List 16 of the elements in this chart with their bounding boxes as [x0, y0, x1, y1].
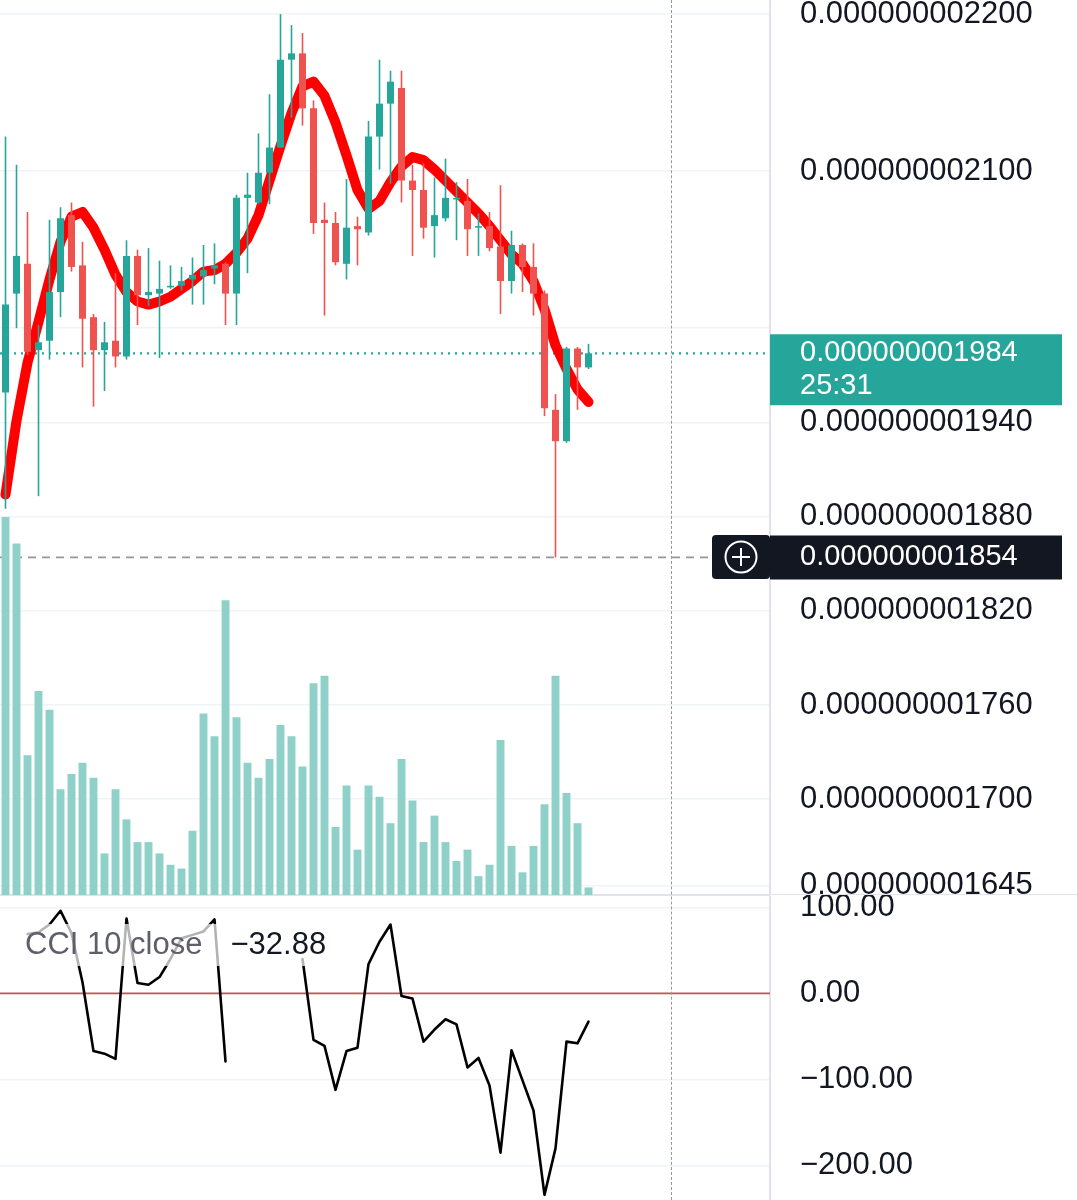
y-tick-label: 0.000000001700	[800, 779, 1033, 815]
ref-line-label: 0.000000001984	[800, 335, 1018, 368]
y-tick-label: 0.000000001940	[800, 402, 1033, 438]
y-tick-label: 0.000000001760	[800, 685, 1033, 721]
y-tick-label: 0.00	[800, 973, 861, 1009]
y-tick-label: 0.000000001880	[800, 497, 1033, 533]
ref-line-label: 0.000000001854	[800, 539, 1018, 572]
annotation: −32.88	[230, 925, 327, 961]
y-tick-label: 0.000000002200	[800, 0, 1033, 30]
y-tick-label: 0.000000001820	[800, 591, 1033, 627]
bar	[584, 887, 593, 895]
y-tick-label: −100.00	[800, 1060, 913, 1096]
y-tick-label: 0.000000002100	[800, 151, 1033, 187]
text: 25:31	[800, 368, 873, 401]
text: CCI 10 close	[25, 925, 203, 961]
y-tick-label: −200.00	[800, 1146, 913, 1182]
